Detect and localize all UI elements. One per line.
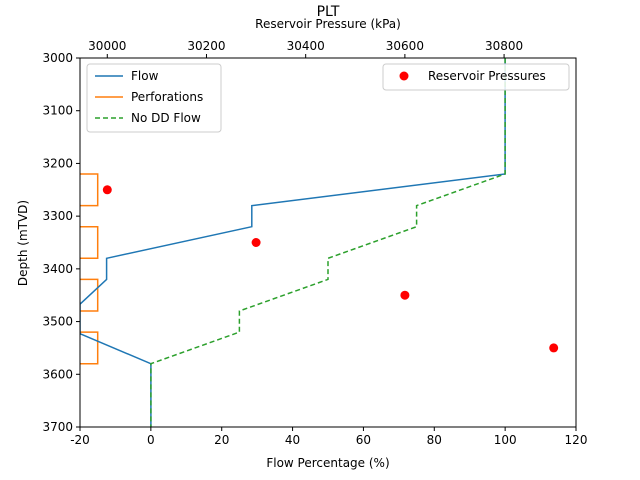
reservoir-pressure-point-1 xyxy=(102,185,112,195)
legend-left-box xyxy=(86,63,222,133)
x-tick-label: 120 xyxy=(565,433,588,447)
x2-tick-label: 30200 xyxy=(187,39,225,53)
x-tick-label: 60 xyxy=(356,433,371,447)
x-tick-label: 20 xyxy=(214,433,229,447)
plot-area xyxy=(80,58,559,427)
reservoir-pressure-point-3 xyxy=(400,290,410,300)
y-tick-label: 3700 xyxy=(42,420,73,434)
x2-tick-label: 30600 xyxy=(386,39,424,53)
x2-tick-label: 30000 xyxy=(88,39,126,53)
y-tick-label: 3300 xyxy=(42,209,73,223)
x-tick-label: 80 xyxy=(427,433,442,447)
legend-right-box xyxy=(382,63,570,91)
reservoir-pressure-point-4 xyxy=(549,343,559,353)
chart-title: PLT xyxy=(317,4,340,20)
y-tick-label: 3400 xyxy=(42,262,73,276)
axes-ticks: -20 0 20 40 60 80 100 120 3000 3100 3200 3300 3400 35… xyxy=(42,39,587,447)
x-axis-label: Flow Percentage (%) xyxy=(266,456,389,470)
y-tick-label: 3100 xyxy=(42,104,73,118)
legend-left: Flow Perforations No DD Flow xyxy=(86,63,222,133)
y-tick-label: 3000 xyxy=(42,51,73,65)
perforation-interval-2 xyxy=(80,225,99,260)
top-axis-label: Reservoir Pressure (kPa) xyxy=(255,17,401,31)
y-axis-label: Depth (mTVD) xyxy=(16,200,30,286)
legend-perforations-label: Perforations xyxy=(131,90,203,104)
x-tick-label: -20 xyxy=(70,433,90,447)
y-tick-label: 3500 xyxy=(42,315,73,329)
x2-tick-label: 30800 xyxy=(485,39,523,53)
legend-no-dd-flow-label: No DD Flow xyxy=(131,111,201,125)
x-tick-label: 100 xyxy=(494,433,517,447)
legend-right: Reservoir Pressures xyxy=(382,63,570,91)
perforation-interval-3 xyxy=(80,278,99,312)
legend-flow-label: Flow xyxy=(131,69,159,83)
legend-reservoir-pressures-marker xyxy=(399,71,409,81)
y-tick-label: 3200 xyxy=(42,156,73,170)
x-tick-label: 40 xyxy=(285,433,300,447)
legend-reservoir-pressures-label: Reservoir Pressures xyxy=(428,69,546,83)
perforation-interval-4 xyxy=(80,331,99,365)
series-flow-line xyxy=(80,58,506,427)
reservoir-pressure-point-2 xyxy=(251,238,261,247)
y-tick-label: 3600 xyxy=(42,367,73,381)
perforation-interval-1 xyxy=(80,173,99,207)
x2-tick-label: 30400 xyxy=(287,39,325,53)
series-no-dd-flow-line xyxy=(150,58,506,427)
axes-frame xyxy=(79,57,577,428)
x-tick-label: 0 xyxy=(147,433,155,447)
